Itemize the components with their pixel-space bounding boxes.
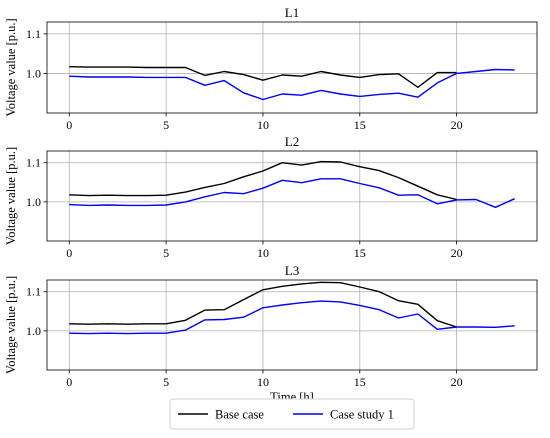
panel-title: L2 — [285, 134, 299, 149]
y-tick-label: 1.1 — [26, 27, 41, 41]
x-tick-label: 0 — [66, 246, 72, 260]
series-line-case-study-1 — [69, 300, 515, 335]
x-tick-label: 15 — [354, 375, 366, 389]
x-tick-label: 10 — [257, 118, 269, 132]
panel-title: L3 — [285, 263, 299, 278]
plot-frame — [46, 279, 538, 371]
panel-2: 0 5 10 15 20 1.0 1.1 L2 Voltage value [p.u.] — [4, 134, 538, 260]
x-tick-label: 10 — [257, 375, 269, 389]
series-line-base-case — [69, 160, 457, 201]
x-tick-label: 20 — [451, 118, 463, 132]
x-tick-label: 15 — [354, 246, 366, 260]
x-tick-label: 0 — [66, 118, 72, 132]
x-tick-label: 15 — [354, 118, 366, 132]
y-tick-label: 1.0 — [26, 324, 41, 338]
y-tick-label: 1.1 — [26, 156, 41, 170]
x-tick-label: 0 — [66, 375, 72, 389]
series-line-base-case — [69, 281, 457, 328]
x-tick-label: 5 — [163, 375, 169, 389]
legend-box — [169, 398, 415, 430]
y-axis-label: Voltage value [p.u.] — [4, 18, 18, 116]
legend-label: Base case — [215, 408, 264, 422]
x-tick-label: 20 — [451, 246, 463, 260]
plot-frame — [46, 21, 538, 114]
legend: Base case Case study 1 — [169, 398, 415, 430]
panel-title: L1 — [285, 5, 299, 20]
series-line-base-case — [69, 66, 457, 89]
series-line-case-study-1 — [69, 68, 515, 101]
y-axis-label: Voltage value [p.u.] — [4, 147, 18, 245]
x-tick-label: 10 — [257, 246, 269, 260]
x-tick-label: 20 — [451, 375, 463, 389]
y-tick-label: 1.1 — [26, 285, 41, 299]
plot-frame — [46, 150, 538, 242]
x-tick-label: 5 — [163, 246, 169, 260]
y-axis-label: Voltage value [p.u.] — [4, 276, 18, 374]
panel-1: 0 5 10 15 20 1.0 1.1 L1 Voltage value [p.u.] — [4, 5, 538, 132]
series-line-case-study-1 — [69, 178, 515, 209]
legend-label: Case study 1 — [330, 408, 394, 422]
y-tick-label: 1.0 — [26, 195, 41, 209]
x-tick-label: 5 — [163, 118, 169, 132]
y-tick-label: 1.0 — [26, 66, 41, 80]
